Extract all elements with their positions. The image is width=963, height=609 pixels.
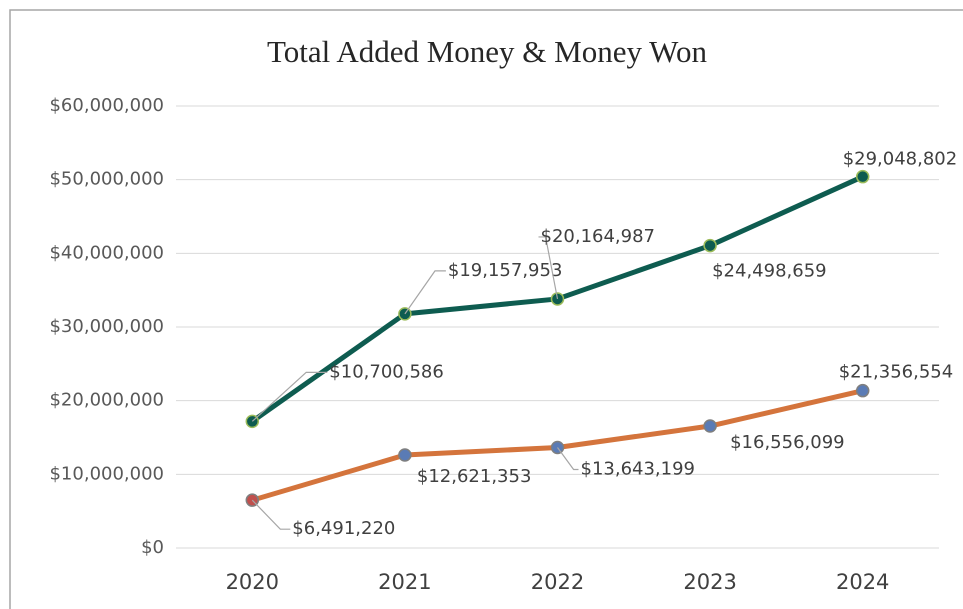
y-tick-label: $40,000,000 [49, 242, 164, 263]
leader-line [557, 447, 579, 471]
chart-title: Total Added Money & Money Won [267, 34, 707, 69]
y-tick-label: $10,000,000 [49, 463, 164, 484]
x-tick-label: 2021 [378, 570, 431, 594]
y-tick-label: $30,000,000 [49, 316, 164, 337]
marker [855, 169, 870, 184]
leader-line [404, 270, 446, 315]
data-label: $6,491,220 [292, 518, 395, 539]
marker [398, 448, 412, 462]
data-label: $13,643,199 [581, 458, 696, 479]
leader-line [251, 499, 291, 530]
x-tick-label: 2023 [683, 570, 736, 594]
leader-line [538, 236, 559, 300]
x-tick-label: 2024 [836, 570, 889, 594]
data-label: $19,157,953 [448, 260, 563, 281]
data-label: $16,556,099 [730, 432, 845, 453]
data-label: $21,356,554 [839, 362, 954, 383]
x-tick-label: 2022 [531, 570, 584, 594]
data-label: $12,621,353 [417, 466, 532, 487]
marker [703, 419, 717, 433]
data-label: $29,048,802 [843, 149, 958, 170]
chart-frame [9, 9, 963, 609]
marker [703, 238, 717, 253]
y-tick-label: $50,000,000 [49, 169, 164, 190]
x-tick-label: 2020 [226, 570, 279, 594]
y-tick-label: $60,000,000 [49, 95, 164, 116]
y-tick-label: $0 [141, 537, 164, 558]
data-label: $10,700,586 [329, 361, 444, 382]
y-tick-label: $20,000,000 [49, 390, 164, 411]
data-label: $24,498,659 [712, 261, 827, 282]
leader-line [251, 371, 328, 422]
data-label: $20,164,987 [541, 226, 656, 247]
marker [855, 383, 870, 398]
